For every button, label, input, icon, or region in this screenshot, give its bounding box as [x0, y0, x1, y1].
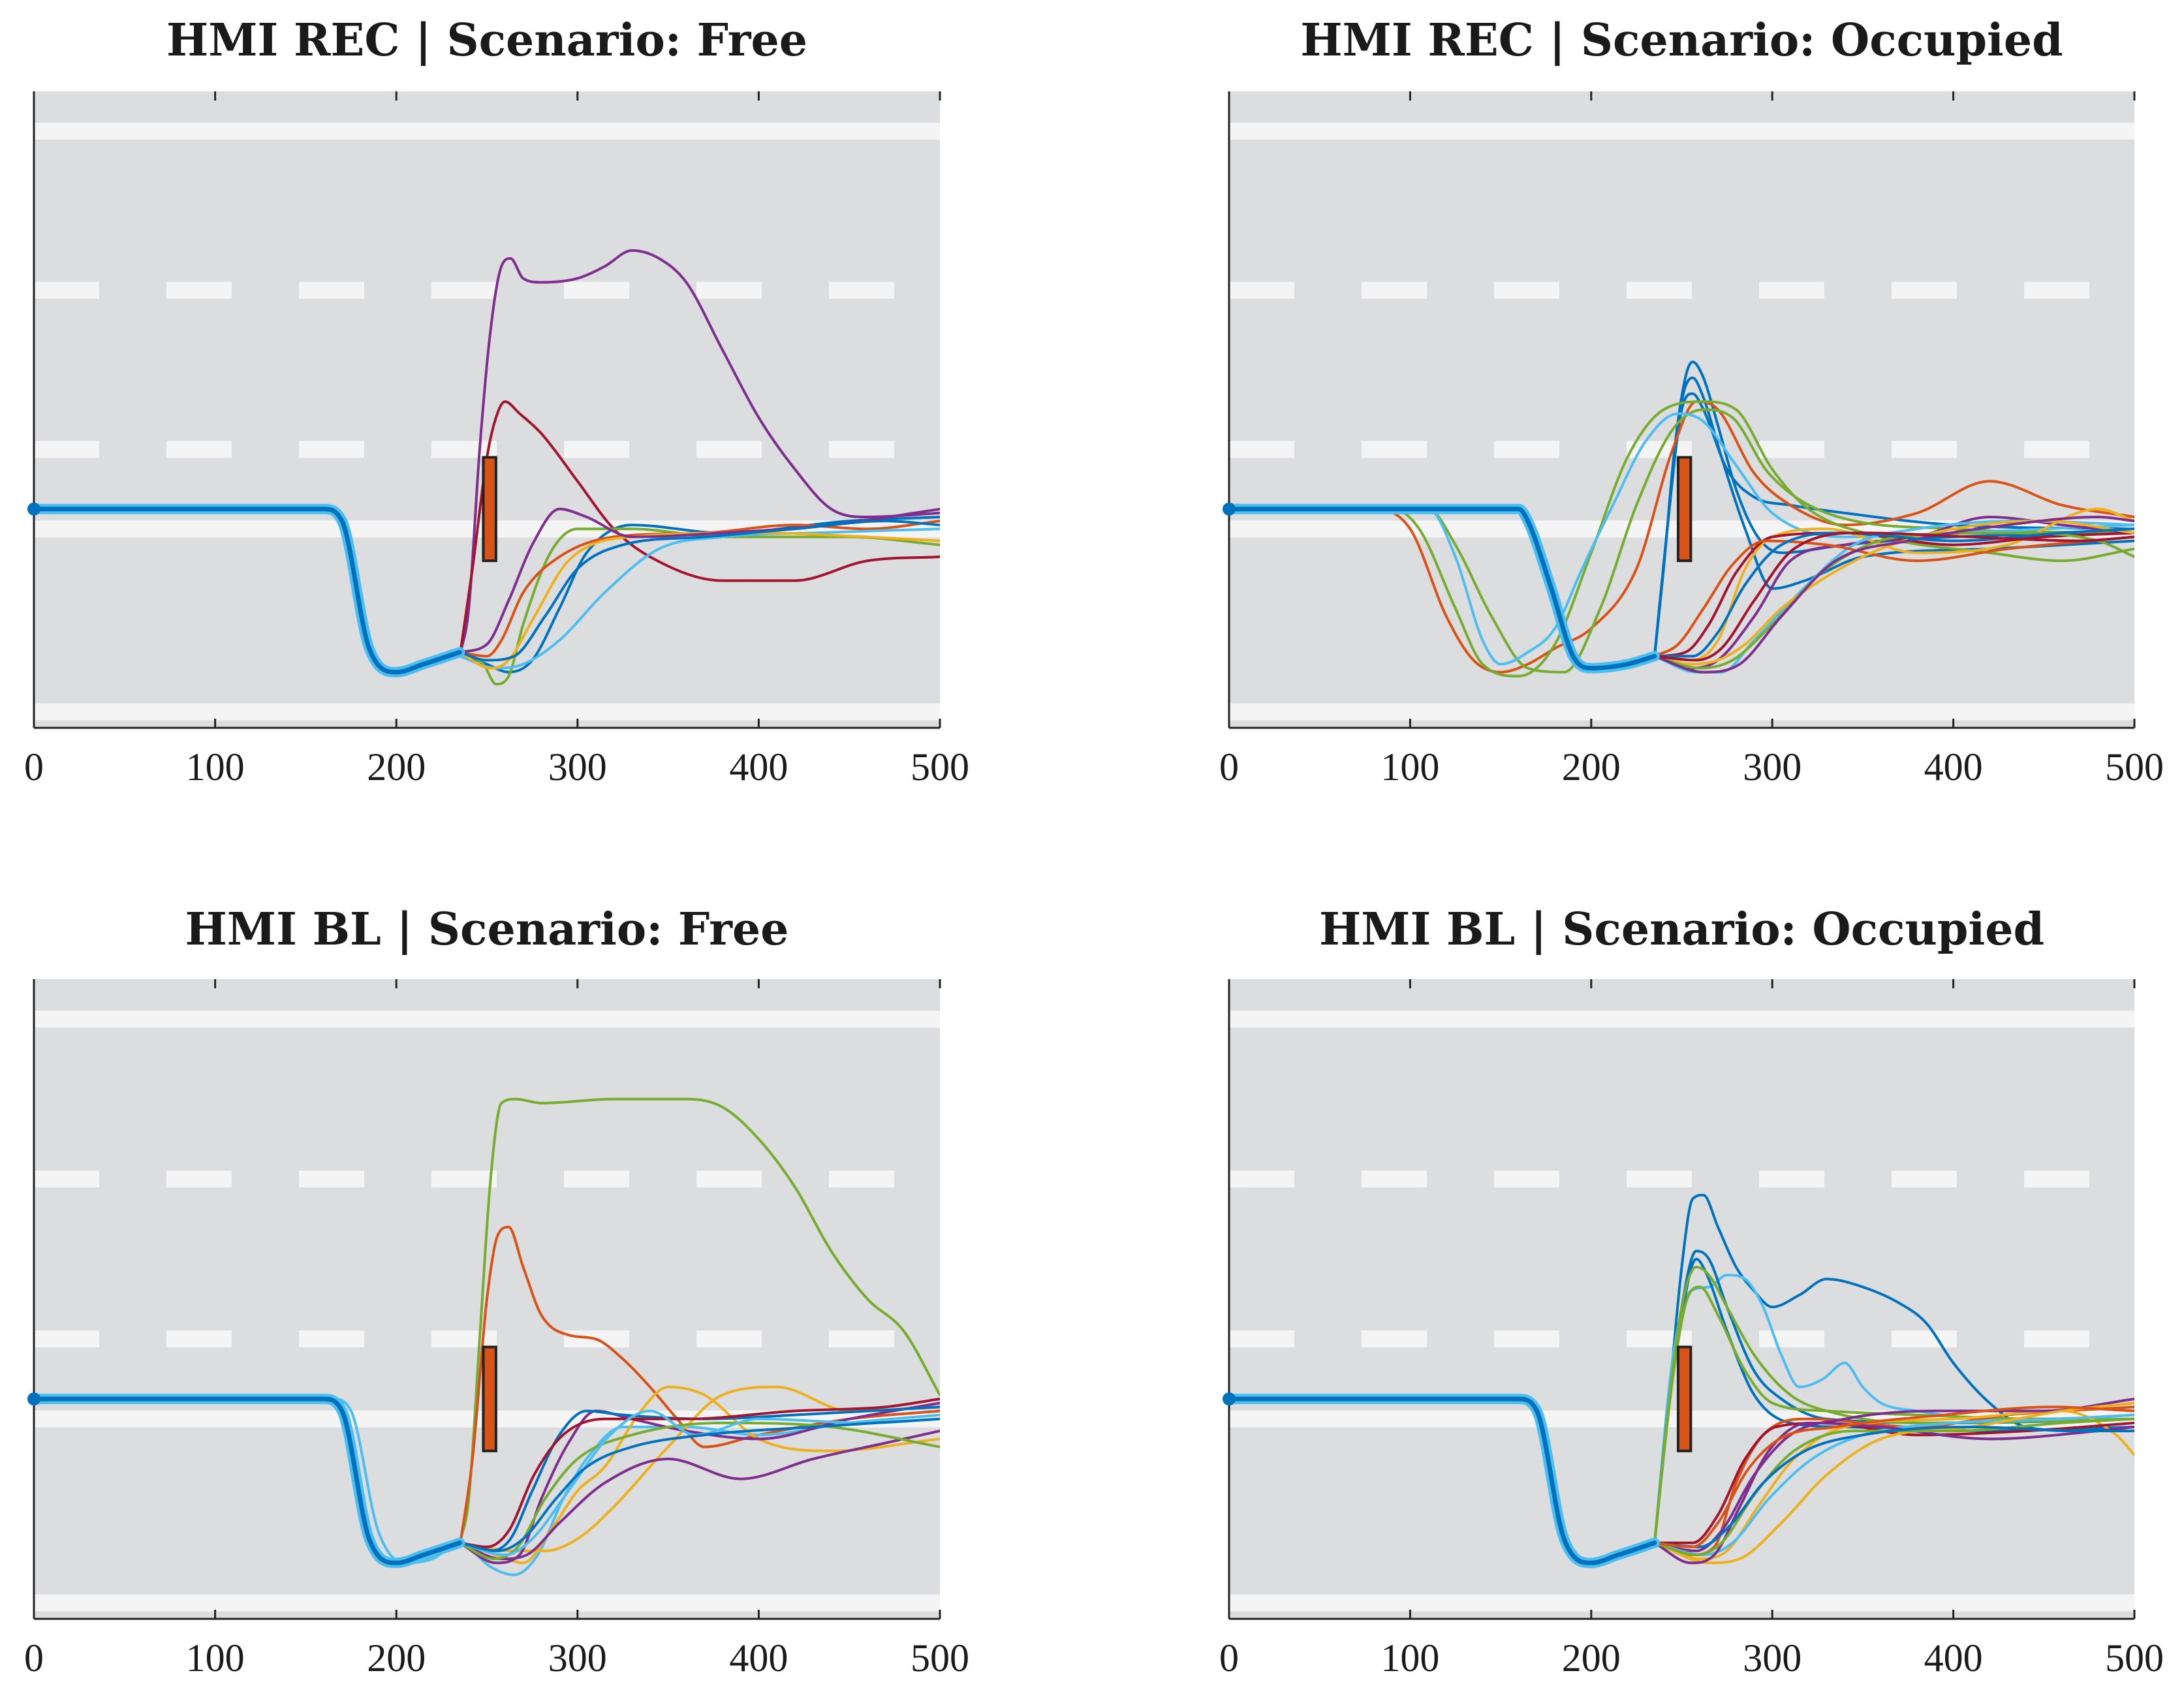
trajectory-15	[1653, 516, 2134, 674]
trajectory-14	[1653, 1417, 2134, 1556]
trajectories	[1229, 1193, 2134, 1569]
obstacle-marker	[482, 1345, 497, 1452]
trajectory-2	[458, 249, 940, 658]
x-tick-label: 300	[548, 745, 607, 789]
x-tick-label: 300	[548, 1636, 607, 1680]
trajectory-3	[1653, 392, 2134, 658]
x-tick-label: 500	[911, 745, 969, 789]
trajectory-16	[1653, 1405, 2134, 1548]
x-tick-label: 200	[367, 1636, 426, 1680]
x-tick-label: 400	[729, 1636, 788, 1680]
obstacle-marker	[1676, 456, 1693, 563]
x-tick-label: 500	[911, 1636, 969, 1680]
trajectory-5	[458, 520, 940, 658]
start-marker	[27, 502, 40, 516]
trajectories	[1229, 360, 2134, 678]
trajectory-7	[458, 531, 940, 670]
trajectory-1	[458, 516, 940, 674]
trajectory-7	[1229, 412, 2134, 666]
x-tick-label: 400	[729, 745, 788, 789]
x-tick-label: 400	[1924, 745, 1983, 789]
start-marker	[1223, 502, 1236, 516]
common-trajectory	[34, 1396, 462, 1565]
trajectory-11	[458, 1409, 940, 1556]
x-tick-label: 300	[1743, 745, 1802, 789]
road-area	[1229, 979, 2134, 1619]
x-tick-label: 200	[367, 745, 426, 789]
trajectory-12	[1653, 1401, 2134, 1565]
chart-panel-4: HMI BL | Scenario: Occupied 0 100 200 300 400…	[1219, 903, 2164, 1680]
trajectory-17	[1653, 531, 2134, 662]
obstacle-marker	[482, 456, 497, 563]
x-tick-label: 200	[1562, 745, 1621, 789]
chart-title: HMI REC | Scenario: Occupied	[1300, 14, 2063, 67]
trajectory-9	[458, 1398, 940, 1548]
chart-title: HMI BL | Scenario: Occupied	[1319, 903, 2044, 956]
x-tick-label: 300	[1743, 1636, 1802, 1680]
trajectory-13	[1653, 1421, 2134, 1565]
x-tick-label: 0	[1219, 745, 1239, 789]
trajectories	[34, 1097, 940, 1576]
chart-panel-2: HMI REC | Scenario: Occupied 0 100 200 300 40…	[1219, 14, 2164, 789]
x-tick-label: 100	[186, 1636, 245, 1680]
trajectory-8	[458, 1430, 940, 1561]
road-area	[34, 91, 940, 728]
trajectory-10	[1653, 531, 2134, 658]
trajectory-1	[458, 1097, 940, 1544]
x-tick-label: 100	[1381, 745, 1439, 789]
x-tick-label: 0	[24, 745, 44, 789]
trajectory-5	[1229, 400, 2134, 678]
common-trajectory	[1229, 1396, 1657, 1565]
common-trajectory	[34, 507, 462, 675]
x-tick-label: 0	[24, 1636, 44, 1680]
trajectory-8	[1653, 1409, 2134, 1561]
chart-panel-3: HMI BL | Scenario: Free 0 100 200 300 400 500	[24, 903, 969, 1680]
trajectory-15	[1653, 1426, 2134, 1548]
trajectory-4	[458, 527, 940, 685]
trajectory-1	[1653, 1193, 2134, 1544]
trajectories	[34, 249, 940, 685]
start-marker	[1223, 1392, 1236, 1406]
chart-title: HMI BL | Scenario: Free	[185, 903, 789, 956]
trajectory-9	[1653, 507, 2134, 662]
trajectory-11	[1653, 1413, 2134, 1556]
trajectory-12	[458, 1417, 940, 1552]
x-tick-label: 500	[2105, 745, 2164, 789]
x-tick-label: 0	[1219, 1636, 1239, 1680]
trajectory-6	[1229, 408, 2134, 674]
x-tick-label: 100	[1381, 1636, 1439, 1680]
chart-title: HMI REC | Scenario: Free	[166, 14, 807, 67]
start-marker	[27, 1392, 40, 1406]
trajectory-4	[1229, 400, 2134, 674]
x-tick-label: 400	[1924, 1636, 1983, 1680]
trajectory-9	[458, 520, 940, 662]
chart-panel-1: HMI REC | Scenario: Free 0 100 200 300 400 500	[24, 14, 969, 789]
trajectory-6	[458, 527, 940, 670]
x-tick-label: 100	[186, 745, 245, 789]
obstacle-marker	[1676, 1345, 1693, 1452]
trajectory-13	[1653, 520, 2134, 666]
x-tick-label: 500	[2105, 1636, 2164, 1680]
x-tick-label: 200	[1562, 1636, 1621, 1680]
common-trajectory	[1229, 507, 1657, 671]
trajectory-12	[1653, 535, 2134, 658]
trajectory-16	[1653, 527, 2134, 658]
trajectory-7	[458, 1405, 940, 1552]
